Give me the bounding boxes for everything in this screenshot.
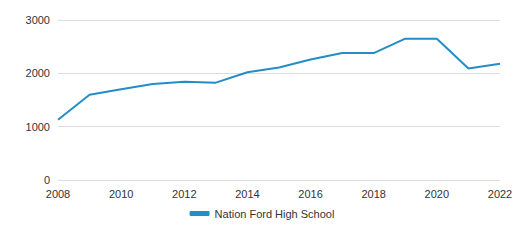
svg-text:0: 0	[44, 174, 50, 186]
svg-text:2008: 2008	[46, 188, 70, 200]
svg-text:2010: 2010	[109, 188, 133, 200]
svg-text:2020: 2020	[425, 188, 449, 200]
svg-text:Nation Ford High School: Nation Ford High School	[215, 208, 335, 220]
svg-text:2018: 2018	[361, 188, 385, 200]
svg-text:2000: 2000	[26, 67, 50, 79]
svg-text:2012: 2012	[172, 188, 196, 200]
svg-text:2014: 2014	[235, 188, 259, 200]
svg-text:3000: 3000	[26, 14, 50, 26]
svg-text:1000: 1000	[26, 121, 50, 133]
svg-text:2016: 2016	[298, 188, 322, 200]
svg-text:2022: 2022	[488, 188, 512, 200]
